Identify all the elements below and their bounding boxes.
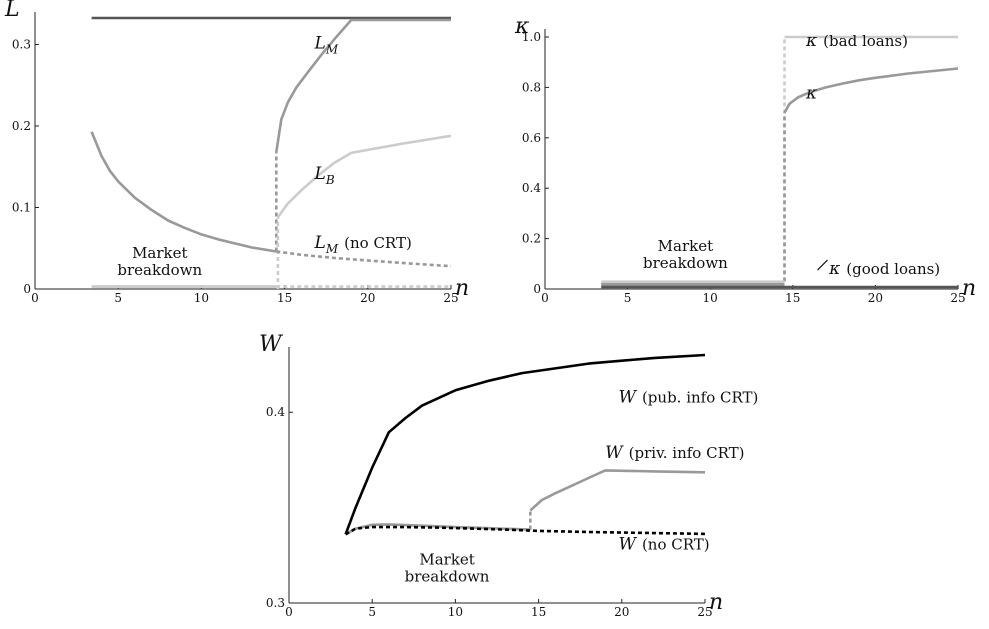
series-label: κ (805, 84, 817, 104)
y-tick-label: 1.0 (522, 30, 541, 44)
annotation-text: breakdown (405, 568, 490, 586)
x-axis-label: n (709, 590, 723, 615)
y-axis-label: L (4, 0, 20, 22)
x-tick-label: 10 (194, 291, 209, 305)
y-tick-label: 0.2 (12, 119, 31, 133)
x-tick-label: 0 (541, 291, 549, 305)
x-axis-label: n (962, 276, 976, 301)
series-line (90, 131, 277, 253)
y-tick-label: 0.2 (522, 232, 541, 246)
y-tick-label: 0 (533, 282, 541, 296)
series-line (344, 525, 706, 536)
y-tick-label: 0.6 (522, 131, 541, 145)
x-tick-label: 20 (614, 605, 629, 619)
x-axis-label: n (455, 276, 469, 301)
series-label: W (priv. info CRT) (605, 443, 744, 463)
y-tick-label: 0 (23, 282, 31, 296)
series-label: κ (bad loans) (805, 31, 908, 51)
y-tick-label: 0.1 (12, 200, 31, 214)
pointer-arrow (817, 259, 828, 271)
y-tick-label: 0.4 (266, 405, 285, 419)
y-tick-label: 0.3 (12, 37, 31, 51)
series-line (275, 18, 451, 153)
y-axis-label: W (259, 332, 284, 357)
series-line (276, 134, 452, 219)
x-tick-label: 10 (448, 605, 463, 619)
x-tick-label: 10 (703, 291, 718, 305)
x-tick-label: 20 (868, 291, 883, 305)
x-tick-label: 5 (624, 291, 632, 305)
x-tick-label: 20 (360, 291, 375, 305)
x-tick-label: 25 (950, 291, 965, 305)
series-label: κ (good loans) (828, 259, 940, 279)
x-tick-label: 0 (31, 291, 39, 305)
x-tick-label: 5 (368, 605, 376, 619)
annotation-text: Market (658, 237, 713, 255)
x-tick-label: 5 (114, 291, 122, 305)
x-tick-label: 15 (277, 291, 292, 305)
series-line (276, 250, 452, 268)
y-tick-label: 0.4 (522, 181, 541, 195)
annotation-text: breakdown (117, 261, 202, 279)
series-line (344, 353, 706, 535)
chart-panel-bottom: 0 5 10 15 20 25 0.3 0.4 Wn W (pub. info CRT) W (priv… (259, 332, 758, 619)
annotation-text: Market (132, 244, 187, 262)
series-label: W (no CRT) (618, 535, 709, 555)
y-axis-label: κ (514, 14, 530, 39)
y-tick-label: 0.3 (266, 596, 285, 610)
x-tick-label: 25 (697, 605, 712, 619)
annotation-text: Market (419, 551, 474, 569)
annotation-text: breakdown (643, 254, 728, 272)
x-tick-label: 0 (285, 605, 293, 619)
x-tick-label: 15 (785, 291, 800, 305)
series-line (783, 67, 959, 114)
series-label: LM (314, 34, 339, 57)
x-tick-label: 15 (531, 605, 546, 619)
series-label: LM (no CRT) (314, 233, 412, 256)
series-label: LB (314, 164, 335, 187)
y-tick-label: 0.8 (522, 80, 541, 94)
series-label: W (pub. info CRT) (618, 388, 758, 408)
x-tick-label: 25 (443, 291, 458, 305)
series-line (529, 469, 706, 512)
